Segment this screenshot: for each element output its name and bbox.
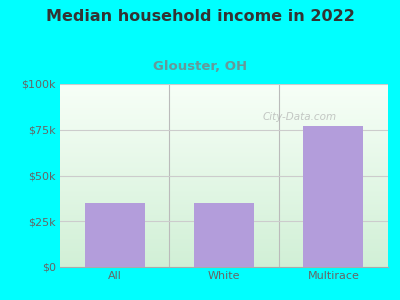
Text: Median household income in 2022: Median household income in 2022 bbox=[46, 9, 354, 24]
Bar bbox=[85, 203, 145, 267]
Bar bbox=[194, 203, 254, 267]
Text: City-Data.com: City-Data.com bbox=[262, 112, 336, 122]
Bar bbox=[303, 126, 364, 267]
Text: Glouster, OH: Glouster, OH bbox=[153, 60, 247, 73]
